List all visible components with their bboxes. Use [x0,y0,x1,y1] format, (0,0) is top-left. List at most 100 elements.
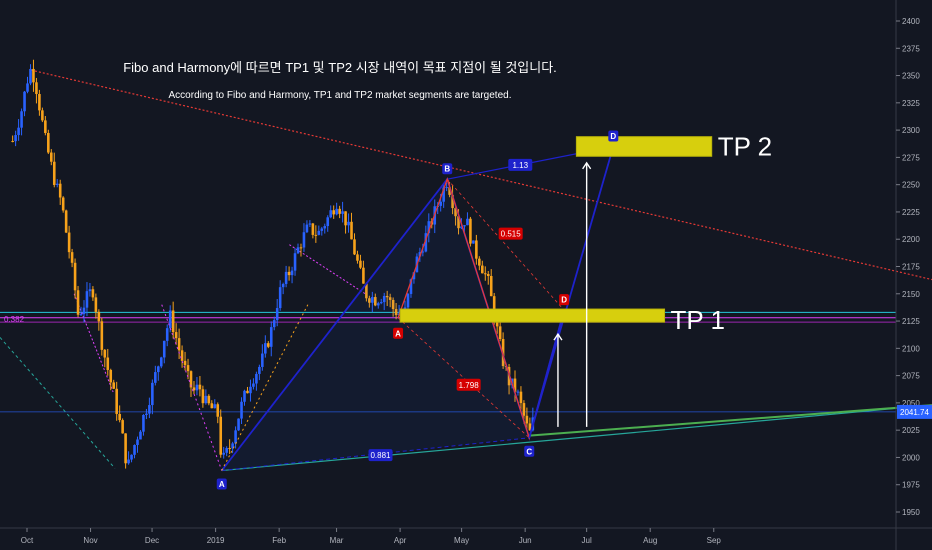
ratio-label: 0.515 [501,230,522,239]
time-tick-label: Apr [394,536,407,545]
candle-body [261,353,264,367]
candle-body [427,221,431,234]
candle-body [362,267,365,284]
candle-body [162,340,166,358]
candle-body [391,299,395,310]
candle-body [14,135,17,142]
time-tick-label: Mar [330,536,344,545]
pattern-point-label: B [444,165,450,174]
candle-body [41,110,44,121]
candle-body [112,382,116,389]
candle-body [296,247,300,254]
candle-body [299,247,303,249]
candle-body [466,218,469,226]
candle-body [252,383,255,387]
candle-body [70,252,74,263]
candle-body [165,328,169,341]
candle-body [192,387,196,391]
candle-body [495,320,499,327]
candle-body [314,234,318,236]
candle-body [522,403,526,416]
candle-body [58,183,62,198]
time-tick-label: Jul [582,536,592,545]
candle-body [287,271,291,276]
price-tick-label: 2250 [902,181,920,190]
candle-body [525,415,529,424]
candle-body [133,445,136,455]
candle-body [213,404,217,409]
candle-body [17,127,20,136]
candle-body [249,386,252,394]
candle-body [421,251,425,253]
candle-body [198,384,202,390]
price-tick-label: 2375 [902,44,920,53]
candle-body [255,373,258,384]
candle-body [23,91,26,112]
price-tick-label: 2275 [902,153,920,162]
candle-body [371,297,374,303]
candle-body [266,343,270,347]
pattern-point-label: D [610,132,616,141]
candle-body [439,201,442,206]
candle-body [329,210,333,218]
candle-body [347,221,350,226]
tp2-arrow-head [582,161,592,170]
candle-body [278,287,282,309]
candle-body [88,289,92,292]
price-tick-label: 2050 [902,399,920,408]
pattern-point-box [393,327,404,339]
candle-body [516,391,520,393]
pattern-point-label: D [561,296,567,305]
candle-body [406,293,410,308]
candle-body [222,452,225,455]
pattern-point-label: A [395,329,401,338]
candle-body [368,298,371,303]
candle-body [52,161,56,185]
candle-body [64,210,68,233]
candle-body [243,390,246,402]
ratio-label: 1.13 [512,161,528,170]
candle-body [180,350,184,361]
price-tick-label: 2125 [902,317,920,326]
candle-body [451,194,454,209]
time-tick-label: Jun [519,536,532,545]
candle-body [258,366,261,374]
time-tick-label: May [454,536,469,545]
time-tick-label: Sep [707,536,722,545]
candle-body [154,372,157,383]
candle-body [385,295,389,298]
pattern-point-box [442,163,453,175]
candle-body [186,365,190,372]
candle-body [121,420,124,434]
time-tick-label: Oct [21,536,34,545]
candle-body [171,310,175,333]
candle-body [264,343,267,354]
price-tick-label: 2300 [902,126,920,135]
candle-body [382,295,386,303]
candle-body [481,265,484,274]
candle-body [448,187,451,195]
time-tick-label: Aug [643,536,657,545]
candle-body [483,273,487,275]
price-tick-label: 2400 [902,17,920,26]
candle-body [341,211,344,214]
candle-body [47,133,50,153]
last-price-label: 2041.74 [900,408,929,417]
candle-body [498,326,502,339]
dashed-connector [161,304,223,471]
candle-body [130,454,133,460]
candle-body [269,327,273,347]
candle-body [365,283,368,299]
pattern-point-box [216,478,227,490]
candle-body [409,279,413,294]
candle-body [219,416,223,455]
candle-body [475,240,478,259]
candle-body [373,297,377,306]
candle-body [323,226,327,229]
candle-body [142,414,145,432]
candle-body [442,187,445,202]
candle-body [275,308,279,321]
candle-body [94,297,98,312]
candle-body [118,413,121,421]
